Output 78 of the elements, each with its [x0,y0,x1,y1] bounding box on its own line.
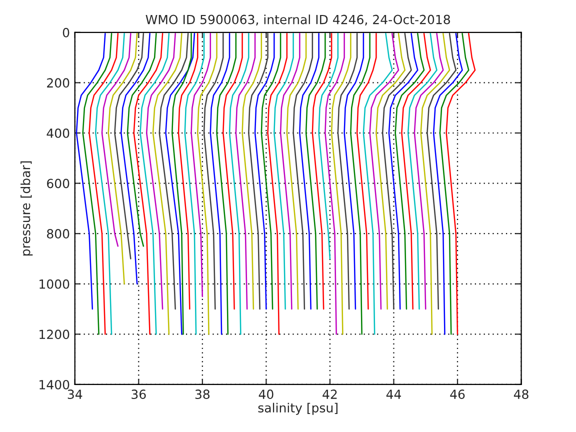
line-series [158,33,189,310]
line-series [242,33,262,310]
line-series [388,33,418,310]
line-series [407,33,438,310]
line-series [152,33,182,335]
line-series [210,33,230,335]
line-series [114,33,144,260]
line-series [318,33,339,260]
line-series [337,33,358,310]
line-series [248,33,268,310]
line-series [280,33,300,310]
line-series [190,33,212,298]
line-series [178,33,198,310]
x-tick-label: 38 [195,390,210,400]
line-series [324,33,345,335]
x-tick-label: 40 [258,390,274,400]
x-tick-label: 34 [68,390,82,400]
line-series [184,33,205,335]
line-series [439,33,470,335]
line-series [394,33,425,310]
line-series [203,33,224,310]
line-series [362,33,393,335]
line-series [299,33,320,310]
line-series [133,33,164,335]
line-series [94,33,125,335]
line-series [426,33,457,310]
line-series [401,33,432,310]
line-series [350,33,370,335]
y-tick-label: 1400 [40,380,70,390]
line-series [146,33,176,310]
line-series [254,33,275,310]
line-series [172,33,192,335]
line-series [446,33,476,335]
line-series [222,33,243,310]
line-series [267,33,288,335]
x-tick-label: 42 [322,390,337,399]
line-series [356,33,377,310]
line-series [376,33,406,310]
line-series [420,33,450,335]
line-series [82,33,112,335]
line-series [108,33,138,285]
line-series [260,33,282,310]
line-series [414,33,444,310]
line-series [76,33,106,310]
x-tick-label: 44 [386,390,401,399]
y-tick-label: 1200 [40,330,70,340]
line-series [274,33,294,310]
line-series [235,33,256,310]
line-series [126,33,157,247]
line-series [432,33,463,335]
x-tick-label: 48 [514,390,528,400]
line-series [305,33,326,310]
line-series [101,33,132,247]
y-tick-label: 600 [47,178,70,188]
line-series [140,33,170,335]
line-series [197,33,218,335]
x-tick-label: 46 [450,390,465,400]
line-series [165,33,196,335]
y-tick-label: 800 [47,229,70,239]
line-series [228,33,250,335]
line-series [312,33,332,310]
y-tick-label: 1000 [40,279,70,289]
line-series [286,33,307,310]
line-series [216,33,237,335]
x-tick-label: 36 [132,390,146,400]
line-series [120,33,150,285]
line-series [369,33,400,310]
line-series [330,33,352,335]
line-series [344,33,364,310]
y-tick-label: 200 [47,78,70,88]
chart-title: WMO ID 5900063, internal ID 4246, 24-Oct-2018 [146,14,450,26]
x-axis-title: salinity [psu] [258,402,338,415]
line-series [382,33,412,310]
line-series [292,33,314,310]
y-tick-label: 400 [46,128,70,138]
y-axis-title: pressure [dbar] [20,161,33,256]
y-tick-label: 0 [62,28,70,38]
line-series [88,33,119,335]
